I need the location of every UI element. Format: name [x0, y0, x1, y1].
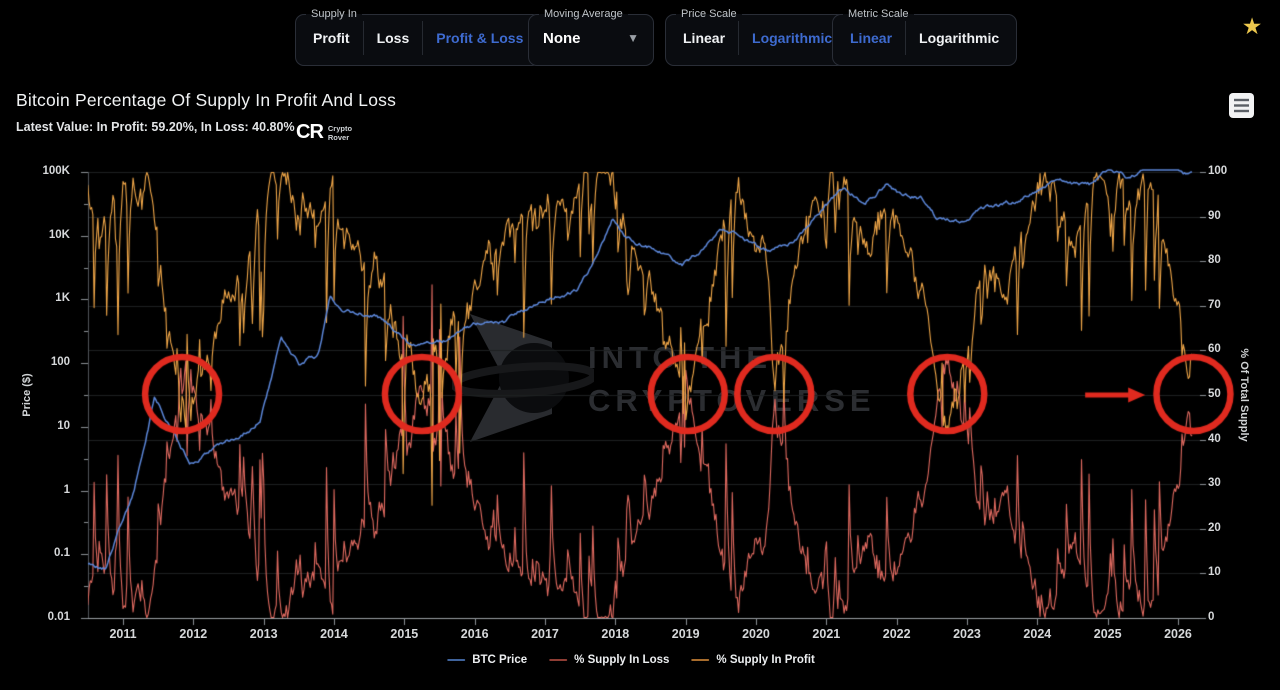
y-axis-right-title: % Of Total Supply [1238, 348, 1250, 442]
legend-color-dash [691, 658, 710, 662]
legend-item[interactable]: BTC Price [447, 654, 527, 666]
legend-label: % Supply In Loss [574, 654, 670, 666]
legend-label: % Supply In Profit [716, 654, 815, 666]
y-axis-left-title: Price ($) [21, 373, 33, 417]
legend-item[interactable]: % Supply In Loss [549, 654, 669, 666]
legend-label: BTC Price [472, 654, 528, 666]
legend-color-dash [549, 658, 568, 662]
legend-item[interactable]: % Supply In Profit [691, 654, 815, 666]
chart-legend: BTC Price % Supply In Loss % Supply In Pro… [447, 654, 815, 666]
legend-color-dash [447, 658, 466, 662]
